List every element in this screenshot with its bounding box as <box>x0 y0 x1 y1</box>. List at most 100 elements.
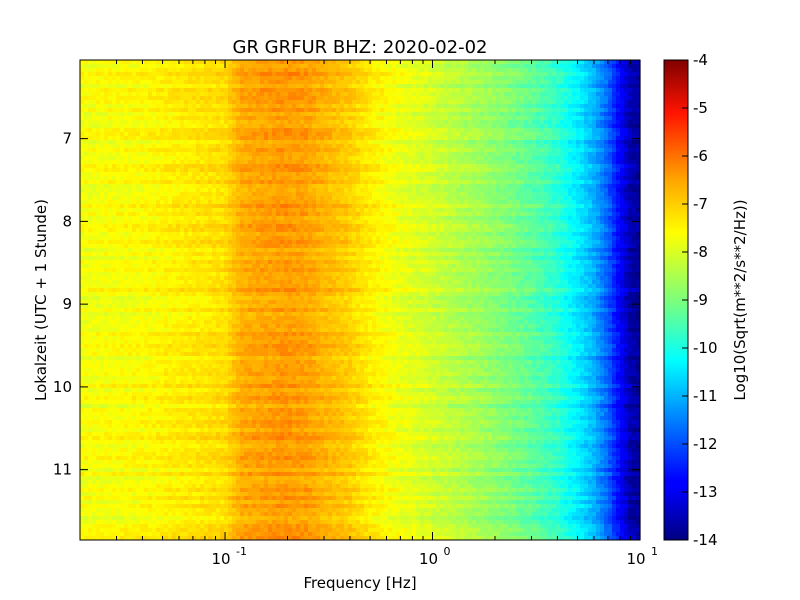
heatmap-cell <box>244 128 249 133</box>
heatmap-cell <box>488 152 493 157</box>
heatmap-cell <box>304 128 309 133</box>
heatmap-cell <box>112 124 117 129</box>
heatmap-cell <box>484 192 489 197</box>
heatmap-cell <box>88 184 93 189</box>
heatmap-cell <box>556 164 561 169</box>
heatmap-cell <box>372 68 377 73</box>
heatmap-cell <box>624 188 629 193</box>
heatmap-cell <box>380 132 385 137</box>
heatmap-cell <box>276 124 281 129</box>
heatmap-cell <box>204 96 209 101</box>
heatmap-cell <box>432 100 437 105</box>
heatmap-cell <box>524 152 529 157</box>
heatmap-cell <box>144 96 149 101</box>
heatmap-cell <box>440 164 445 169</box>
heatmap-cell <box>212 104 217 109</box>
heatmap-cell <box>404 188 409 193</box>
heatmap-cell <box>604 156 609 161</box>
heatmap-cell <box>324 168 329 173</box>
heatmap-cell <box>220 104 225 109</box>
heatmap-cell <box>404 192 409 197</box>
heatmap-cell <box>120 100 125 105</box>
heatmap-cell <box>376 196 381 201</box>
heatmap-cell <box>336 96 341 101</box>
heatmap-cell <box>604 124 609 129</box>
heatmap-cell <box>320 156 325 161</box>
heatmap-cell <box>372 96 377 101</box>
heatmap-cell <box>396 124 401 129</box>
heatmap-cell <box>176 116 181 121</box>
heatmap-cell <box>512 156 517 161</box>
heatmap-cell <box>116 80 121 85</box>
heatmap-cell <box>492 104 497 109</box>
heatmap-cell <box>496 164 501 169</box>
heatmap-cell <box>392 96 397 101</box>
heatmap-cell <box>556 180 561 185</box>
heatmap-cell <box>588 172 593 177</box>
heatmap-cell <box>488 64 493 69</box>
heatmap-cell <box>240 180 245 185</box>
heatmap-cell <box>536 116 541 121</box>
heatmap-cell <box>116 108 121 113</box>
heatmap-cell <box>520 64 525 69</box>
heatmap-cell <box>148 124 153 129</box>
heatmap-cell <box>252 128 257 133</box>
heatmap-cell <box>624 68 629 73</box>
heatmap-cell <box>176 152 181 157</box>
heatmap-cell <box>144 100 149 105</box>
heatmap-cell <box>416 128 421 133</box>
heatmap-cell <box>284 152 289 157</box>
heatmap-cell <box>160 116 165 121</box>
heatmap-cell <box>616 72 621 77</box>
heatmap-cell <box>276 60 281 65</box>
heatmap-cell <box>532 192 537 197</box>
heatmap-cell <box>84 64 89 69</box>
heatmap-cell <box>212 160 217 165</box>
heatmap-cell <box>604 96 609 101</box>
heatmap-cell <box>264 144 269 149</box>
heatmap-cell <box>420 176 425 181</box>
heatmap-cell <box>408 184 413 189</box>
heatmap-cell <box>616 80 621 85</box>
heatmap-cell <box>108 124 113 129</box>
heatmap-cell <box>448 136 453 141</box>
heatmap-cell <box>180 160 185 165</box>
heatmap-cell <box>568 164 573 169</box>
heatmap-cell <box>504 76 509 81</box>
heatmap-cell <box>216 180 221 185</box>
heatmap-cell <box>236 156 241 161</box>
heatmap-cell <box>424 192 429 197</box>
heatmap-cell <box>272 60 277 65</box>
heatmap-cell <box>196 96 201 101</box>
heatmap-cell <box>508 148 513 153</box>
heatmap-cell <box>336 192 341 197</box>
heatmap-cell <box>224 76 229 81</box>
heatmap-cell <box>600 76 605 81</box>
heatmap-cell <box>196 152 201 157</box>
heatmap-cell <box>628 88 633 93</box>
heatmap-cell <box>224 160 229 165</box>
heatmap-cell <box>612 180 617 185</box>
heatmap-cell <box>384 104 389 109</box>
heatmap-cell <box>548 128 553 133</box>
heatmap-cell <box>208 112 213 117</box>
heatmap-cell <box>588 64 593 69</box>
heatmap-cell <box>500 180 505 185</box>
heatmap-cell <box>204 196 209 201</box>
heatmap-cell <box>492 192 497 197</box>
heatmap-cell <box>300 108 305 113</box>
heatmap-cell <box>608 176 613 181</box>
heatmap-cell <box>272 92 277 97</box>
heatmap-cell <box>200 68 205 73</box>
heatmap-cell <box>288 72 293 77</box>
heatmap-cell <box>588 108 593 113</box>
heatmap-cell <box>248 104 253 109</box>
heatmap-cell <box>584 76 589 81</box>
heatmap-cell <box>500 116 505 121</box>
heatmap-cell <box>164 168 169 173</box>
heatmap-cell <box>508 180 513 185</box>
heatmap-cell <box>84 164 89 169</box>
heatmap-cell <box>228 188 233 193</box>
heatmap-cell <box>620 176 625 181</box>
heatmap-cell <box>544 116 549 121</box>
